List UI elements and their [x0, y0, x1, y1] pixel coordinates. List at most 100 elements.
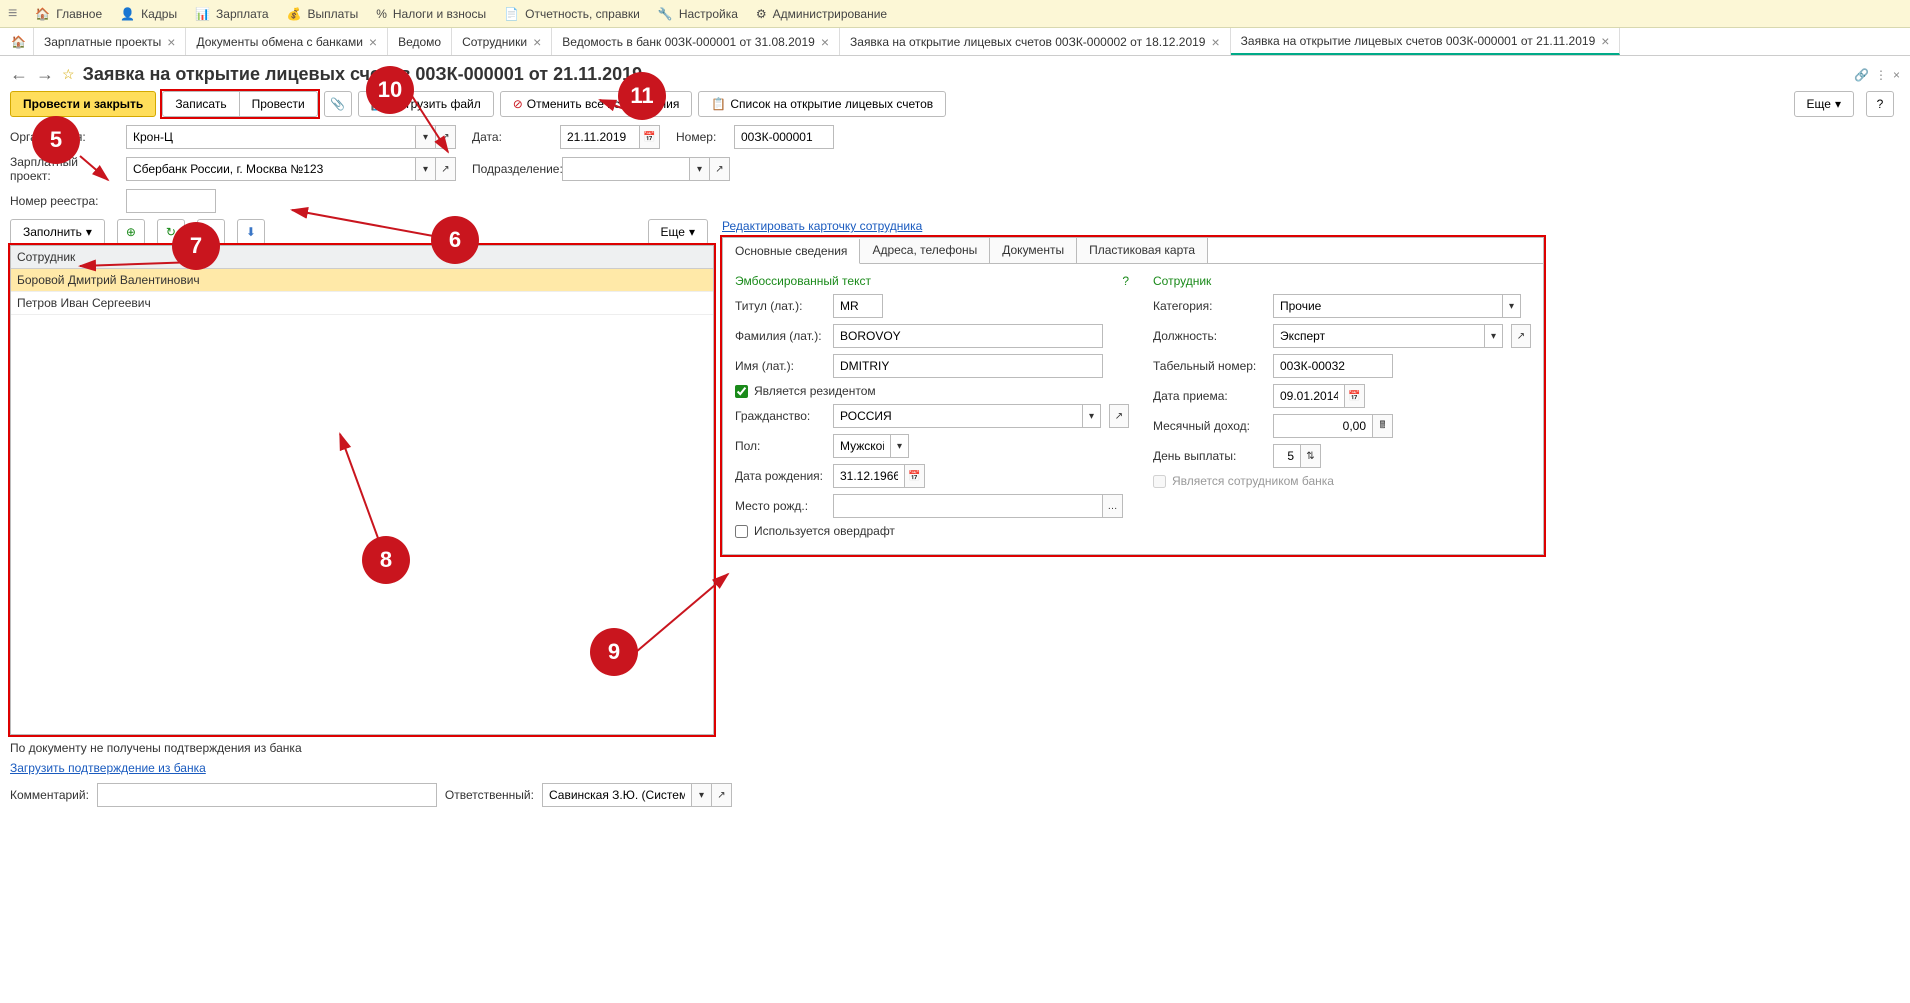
edit-employee-link[interactable]: Редактировать карточку сотрудника — [722, 219, 922, 233]
employee-header: Сотрудник — [1153, 274, 1211, 288]
close-icon[interactable]: × — [1211, 34, 1219, 50]
calendar-icon[interactable]: 📅 — [640, 125, 660, 149]
comment-input[interactable] — [97, 783, 437, 807]
dropdown-icon[interactable]: ▾ — [690, 157, 710, 181]
open-icon[interactable]: ↗ — [1109, 404, 1129, 428]
open-icon[interactable]: ↗ — [712, 783, 732, 807]
menu-salary[interactable]: 📊Зарплата — [195, 7, 269, 21]
menu-payments[interactable]: 💰Выплаты — [287, 7, 359, 21]
export-button[interactable]: 💾Выгрузить файл — [358, 91, 494, 117]
write-button[interactable]: Записать — [162, 91, 238, 117]
table-more-button[interactable]: Еще ▾ — [648, 219, 708, 245]
overdraft-checkbox[interactable] — [735, 525, 748, 538]
hired-input[interactable] — [1273, 384, 1345, 408]
tab-4[interactable]: Ведомость в банк 00ЗК-000001 от 31.08.20… — [552, 28, 840, 55]
pob-input[interactable] — [833, 494, 1103, 518]
link-icon[interactable]: 🔗 — [1854, 68, 1869, 82]
category-input[interactable] — [1274, 295, 1502, 317]
up-button[interactable]: ⬆ — [197, 219, 225, 245]
detail-tab[interactable]: Пластиковая карта — [1077, 238, 1208, 263]
refresh-button[interactable]: ↻ — [157, 219, 185, 245]
dropdown-icon[interactable]: ▾ — [416, 125, 436, 149]
menu-reports[interactable]: 📄Отчетность, справки — [504, 7, 640, 21]
more-button[interactable]: Еще ▾ — [1794, 91, 1854, 117]
tabno-input[interactable] — [1273, 354, 1393, 378]
org-input[interactable] — [126, 125, 416, 149]
income-input[interactable] — [1273, 414, 1373, 438]
resident-checkbox[interactable] — [735, 385, 748, 398]
tab-home[interactable]: 🏠 — [4, 28, 34, 55]
project-input[interactable] — [126, 157, 416, 181]
kebab-icon[interactable]: ⋮ — [1875, 68, 1887, 82]
close-icon[interactable]: × — [533, 34, 541, 50]
registry-input[interactable] — [126, 189, 216, 213]
tab-1[interactable]: Документы обмена с банками× — [186, 28, 388, 55]
close-page-icon[interactable]: × — [1893, 68, 1900, 82]
nav-back[interactable]: ← — [10, 64, 28, 85]
citizen-input[interactable] — [834, 405, 1082, 427]
tab-0[interactable]: Зарплатные проекты× — [34, 28, 186, 55]
post-close-button[interactable]: Провести и закрыть — [10, 91, 156, 117]
help-icon[interactable]: ? — [1122, 274, 1129, 288]
detail-tabs: Основные сведенияАдреса, телефоныДокумен… — [722, 237, 1544, 263]
menu-hr[interactable]: 👤Кадры — [120, 7, 177, 21]
detail-tab[interactable]: Документы — [990, 238, 1077, 263]
payday-input[interactable] — [1273, 444, 1301, 468]
help-button[interactable]: ? — [1866, 91, 1894, 117]
open-icon[interactable]: ↗ — [436, 157, 456, 181]
position-input[interactable] — [1274, 325, 1484, 347]
table-row[interactable]: Боровой Дмитрий Валентинович — [11, 269, 713, 292]
name-lat-input[interactable] — [833, 354, 1103, 378]
detail-body: Эмбоссированный текст ? Титул (лат.): Фа… — [722, 263, 1544, 555]
down-button[interactable]: ⬇ — [237, 219, 265, 245]
fill-button[interactable]: Заполнить ▾ — [10, 219, 105, 245]
sex-input[interactable] — [834, 435, 890, 457]
date-input[interactable] — [560, 125, 640, 149]
tab-6[interactable]: Заявка на открытие лицевых счетов 00ЗК-0… — [1231, 28, 1621, 55]
surname-lat-input[interactable] — [833, 324, 1103, 348]
title-lat-input[interactable] — [833, 294, 883, 318]
attach-button[interactable]: 📎 — [324, 91, 352, 117]
dropdown-icon[interactable]: ▾ — [890, 435, 908, 457]
menu-taxes[interactable]: %Налоги и взносы — [376, 7, 486, 21]
stepper-icon[interactable]: ⇅ — [1301, 444, 1321, 468]
close-icon[interactable]: × — [167, 34, 175, 50]
menu-settings[interactable]: 🔧Настройка — [658, 7, 738, 21]
open-icon[interactable]: ↗ — [436, 125, 456, 149]
open-icon[interactable]: ↗ — [710, 157, 730, 181]
list-button[interactable]: 📋Список на открытие лицевых счетов — [698, 91, 946, 117]
calendar-icon[interactable]: 📅 — [1345, 384, 1365, 408]
close-icon[interactable]: × — [369, 34, 377, 50]
comment-label: Комментарий: — [10, 788, 89, 802]
resp-input[interactable] — [542, 783, 692, 807]
upload-confirmation-link[interactable]: Загрузить подтверждение из банка — [10, 761, 206, 775]
dropdown-icon[interactable]: ▾ — [416, 157, 436, 181]
tab-3[interactable]: Сотрудники× — [452, 28, 552, 55]
tab-2[interactable]: Ведомо — [388, 28, 452, 55]
dept-input[interactable] — [562, 157, 690, 181]
detail-tab[interactable]: Адреса, телефоны — [860, 238, 990, 263]
nav-fwd[interactable]: → — [36, 64, 54, 85]
menu-main[interactable]: 🏠Главное — [35, 7, 102, 21]
dropdown-icon[interactable]: ▾ — [1502, 295, 1520, 317]
calendar-icon[interactable]: 📅 — [905, 464, 925, 488]
table-row[interactable]: Петров Иван Сергеевич — [11, 292, 713, 315]
dropdown-icon[interactable]: ▾ — [1082, 405, 1100, 427]
favorite-icon[interactable]: ☆ — [62, 66, 75, 83]
dropdown-icon[interactable]: ▾ — [1484, 325, 1502, 347]
close-icon[interactable]: × — [1601, 33, 1609, 49]
tab-5[interactable]: Заявка на открытие лицевых счетов 00ЗК-0… — [840, 28, 1231, 55]
hamburger-icon[interactable]: ≡ — [8, 5, 17, 23]
dropdown-icon[interactable]: ▾ — [692, 783, 712, 807]
dob-input[interactable] — [833, 464, 905, 488]
detail-tab[interactable]: Основные сведения — [723, 239, 860, 264]
cancel-fix-button[interactable]: ⊘Отменить все исправления — [500, 91, 693, 117]
menu-admin[interactable]: ⚙Администрирование — [756, 7, 887, 21]
num-input[interactable] — [734, 125, 834, 149]
add-button[interactable]: ⊕ — [117, 219, 145, 245]
ellipsis-icon[interactable]: … — [1103, 494, 1123, 518]
open-icon[interactable]: ↗ — [1511, 324, 1531, 348]
post-button[interactable]: Провести — [239, 91, 318, 117]
close-icon[interactable]: × — [821, 34, 829, 50]
calculator-icon[interactable]: 🖩 — [1373, 414, 1393, 438]
